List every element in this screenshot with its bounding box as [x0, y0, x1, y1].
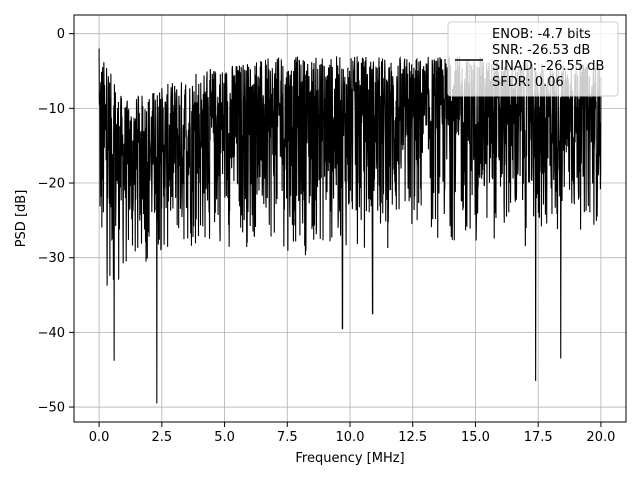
- y-tick-label: −30: [38, 251, 65, 266]
- x-tick-label: 5.0: [214, 430, 235, 445]
- y-tick-label: 0: [57, 27, 65, 42]
- x-tick-label: 0.0: [89, 430, 110, 445]
- y-tick-label: −10: [38, 102, 65, 117]
- legend: ENOB: -4.7 bits SNR: -26.53 dB SINAD: -2…: [447, 21, 619, 97]
- x-tick-label: 17.5: [524, 430, 553, 445]
- x-tick-label: 7.5: [277, 430, 298, 445]
- legend-box: [447, 21, 619, 97]
- x-axis-ticks: 0.0 2.5 5.0 7.5 10.0 12.5 15.0 17.5 20.0: [89, 422, 615, 445]
- y-tick-label: −20: [38, 177, 65, 192]
- legend-snr-text: SNR: -26.53 dB: [492, 43, 590, 58]
- legend-sinad-text: SINAD: -26.55 dB: [492, 59, 604, 74]
- y-tick-label: −40: [38, 326, 65, 341]
- x-tick-label: 20.0: [586, 430, 615, 445]
- x-tick-label: 2.5: [151, 430, 172, 445]
- x-tick-label: 15.0: [461, 430, 490, 445]
- y-axis-label: PSD [dB]: [14, 190, 29, 248]
- x-tick-label: 10.0: [336, 430, 365, 445]
- y-tick-label: −50: [38, 401, 65, 416]
- legend-sfdr-text: SFDR: 0.06: [492, 75, 564, 90]
- x-tick-label: 12.5: [398, 430, 427, 445]
- legend-enob-text: ENOB: -4.7 bits: [492, 27, 591, 42]
- x-axis-label: Frequency [MHz]: [295, 451, 404, 466]
- y-axis-ticks: 0 −10 −20 −30 −40 −50: [38, 27, 74, 416]
